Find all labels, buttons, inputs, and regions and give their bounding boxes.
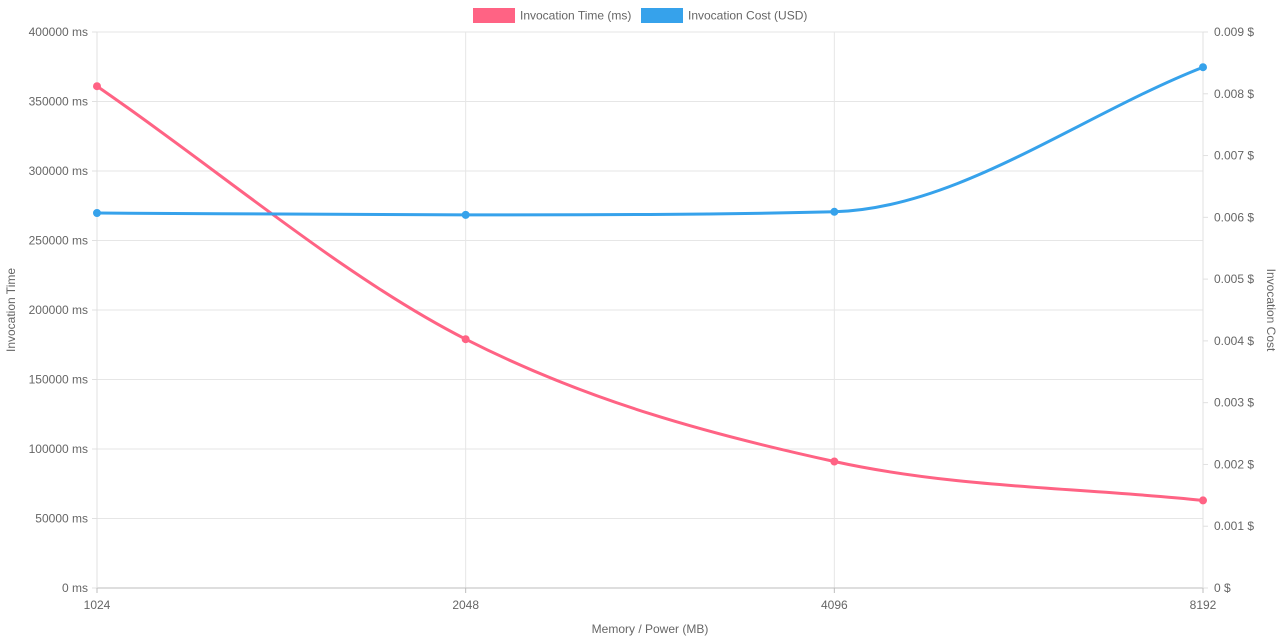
right-tick-label: 0.006 $ (1214, 210, 1254, 224)
right-tick-label: 0 $ (1214, 581, 1231, 595)
x-tick-label: 4096 (821, 598, 848, 612)
series-layer (93, 63, 1207, 505)
right-tick-label: 0.008 $ (1214, 87, 1254, 101)
left-tick-label: 50000 ms (35, 512, 88, 526)
x-tick-label: 2048 (452, 598, 479, 612)
left-tick-label: 250000 ms (29, 234, 88, 248)
legend-swatch-time (473, 8, 515, 23)
legend: Invocation Time (ms) Invocation Cost (US… (473, 8, 807, 23)
right-tick-label: 0.004 $ (1214, 334, 1254, 348)
right-tick-label: 0.001 $ (1214, 519, 1254, 533)
data-point-time[interactable] (1199, 496, 1207, 505)
data-point-cost[interactable] (93, 209, 101, 218)
right-tick-label: 0.007 $ (1214, 149, 1254, 163)
data-point-cost[interactable] (830, 207, 839, 216)
x-axis-title: Memory / Power (MB) (592, 622, 709, 636)
left-tick-label: 350000 ms (29, 95, 88, 109)
right-axis-ticks: 0.009 $ 0.008 $ 0.007 $ 0.006 $ 0.005 $ 0.004… (1203, 25, 1254, 595)
left-tick-label: 200000 ms (29, 303, 88, 317)
left-tick-label: 400000 ms (29, 25, 88, 39)
right-tick-label: 0.003 $ (1214, 396, 1254, 410)
gridlines (97, 31, 1203, 588)
right-tick-label: 0.002 $ (1214, 457, 1254, 471)
left-tick-label: 0 ms (62, 581, 88, 595)
data-point-cost[interactable] (1199, 63, 1207, 72)
y-axis-left-title: Invocation Time (4, 268, 18, 352)
data-point-cost[interactable] (461, 210, 470, 219)
left-tick-label: 100000 ms (29, 442, 88, 456)
x-axis-ticks: 1024 2048 4096 8192 (84, 588, 1217, 612)
x-tick-label: 1024 (84, 598, 111, 612)
legend-item-cost[interactable]: Invocation Cost (USD) (641, 8, 807, 23)
right-tick-label: 0.005 $ (1214, 272, 1254, 286)
legend-label-cost: Invocation Cost (USD) (688, 9, 807, 23)
legend-item-time[interactable]: Invocation Time (ms) (473, 8, 631, 23)
left-tick-label: 150000 ms (29, 373, 88, 387)
left-tick-label: 300000 ms (29, 164, 88, 178)
legend-label-time: Invocation Time (ms) (520, 9, 631, 23)
data-point-time[interactable] (93, 82, 101, 91)
right-tick-label: 0.009 $ (1214, 25, 1254, 39)
series-line-cost (95, 65, 1205, 217)
y-axis-right-title: Invocation Cost (1264, 269, 1278, 352)
left-axis-ticks: 400000 ms 350000 ms 300000 ms 250000 ms 2000… (29, 25, 97, 595)
data-point-time[interactable] (461, 335, 470, 344)
legend-swatch-cost (641, 8, 683, 23)
x-tick-label: 8192 (1190, 598, 1217, 612)
data-point-time[interactable] (830, 457, 839, 466)
